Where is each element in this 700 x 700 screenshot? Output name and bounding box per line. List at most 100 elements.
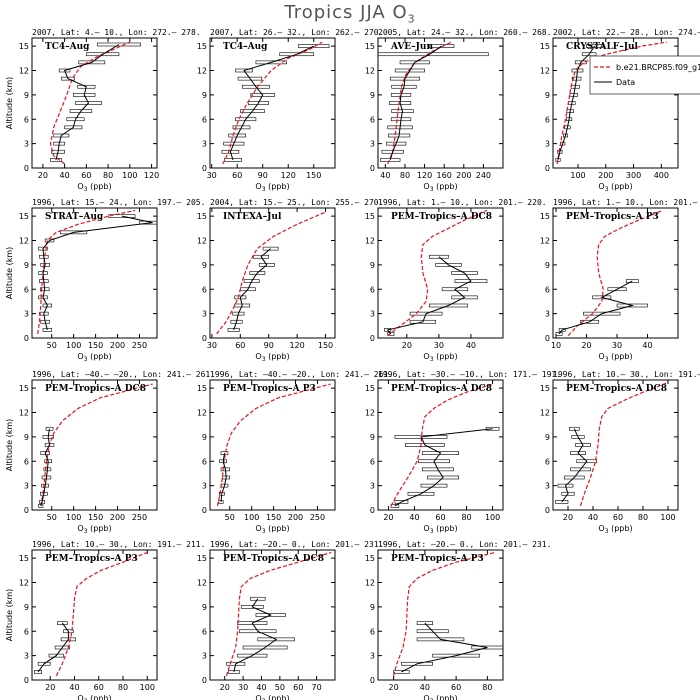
panel-15: 1996, Lat: –20.– 0., Lon: 201.– 231. 0 3 6 9… <box>365 540 552 700</box>
y-tick-label: 9 <box>202 261 207 270</box>
y-tick-label: 9 <box>24 91 29 100</box>
x-tick-label: 150 <box>88 341 103 350</box>
model-line <box>37 209 136 334</box>
y-tick-label: 3 <box>24 140 29 149</box>
y-tick-label: 6 <box>202 627 207 636</box>
y-tick-label: 3 <box>202 482 207 491</box>
data-line <box>37 622 69 673</box>
panel-10: 1996, Lat: –40.– –20., Lon: 241.– 261. 0 3… <box>197 370 393 535</box>
y-tick-label: 9 <box>370 91 375 100</box>
y-tick-label: 12 <box>197 237 207 246</box>
x-tick-label: 30 <box>207 171 217 180</box>
error-bar <box>34 670 43 674</box>
y-tick-label: 9 <box>545 91 550 100</box>
x-tick-label: 40 <box>642 341 652 350</box>
y-axis-label: Altitude (km) <box>5 247 14 299</box>
x-tick-label: 30 <box>612 341 622 350</box>
x-tick-label: 60 <box>81 171 91 180</box>
x-axis-label: O3 (ppb) <box>423 352 457 363</box>
y-tick-label: 0 <box>202 506 207 515</box>
y-tick-label: 0 <box>24 676 29 685</box>
x-tick-label: 40 <box>60 171 70 180</box>
y-tick-label: 0 <box>545 334 550 343</box>
plot-frame <box>209 37 336 169</box>
y-tick-label: 9 <box>202 91 207 100</box>
error-bar <box>583 311 621 316</box>
y-tick-label: 9 <box>545 433 550 442</box>
data-line <box>220 453 227 502</box>
x-tick-label: 40 <box>409 513 419 522</box>
plot-frame <box>552 37 679 169</box>
x-tick-label: 50 <box>275 683 285 692</box>
error-bar <box>240 109 265 113</box>
error-bar <box>227 328 240 332</box>
error-bar <box>399 60 430 65</box>
x-tick-label: 150 <box>318 341 333 350</box>
y-tick-label: 6 <box>202 285 207 294</box>
error-bar <box>298 44 330 48</box>
error-bar <box>239 629 277 634</box>
model-line <box>49 41 131 165</box>
panel-title: 2005, Lat: 24.– 32., Lon: 260.– 268. <box>378 28 551 37</box>
x-axis-label: O3 (ppb) <box>77 524 111 535</box>
x-tick-label: 150 <box>88 513 103 522</box>
x-tick-label: 100 <box>66 513 81 522</box>
plot-area <box>555 41 667 164</box>
x-tick-label: 200 <box>288 513 303 522</box>
plot-area <box>38 383 153 508</box>
y-tick-label: 12 <box>365 579 375 588</box>
error-bar <box>240 605 264 609</box>
x-tick-label: 60 <box>613 513 623 522</box>
x-tick-label: 80 <box>118 683 128 692</box>
x-tick-label: 30 <box>207 341 217 350</box>
y-tick-label: 6 <box>24 285 29 294</box>
x-tick-label: 150 <box>266 513 281 522</box>
y-tick-label: 12 <box>365 237 375 246</box>
plot-area <box>378 41 489 165</box>
y-tick-label: 15 <box>365 384 375 393</box>
y-tick-label: 3 <box>202 310 207 319</box>
x-tick-label: 300 <box>626 171 641 180</box>
y-tick-label: 3 <box>370 652 375 661</box>
model-line <box>390 383 493 507</box>
y-tick-label: 12 <box>19 409 29 418</box>
panel-label: PEM–Tropics–A P3 <box>45 554 138 564</box>
error-bar <box>558 328 566 332</box>
panel-label: STRAT–Aug <box>45 212 104 222</box>
error-bar <box>58 68 71 73</box>
panel-13: 1996, Lat: 10.– 30., Lon: 191.– 211. 0 3 6 9… <box>5 540 205 700</box>
y-tick-label: 9 <box>370 433 375 442</box>
model-line <box>556 41 667 164</box>
y-tick-label: 12 <box>540 409 550 418</box>
plot-area <box>221 41 330 165</box>
y-tick-label: 3 <box>370 310 375 319</box>
plot-area <box>393 551 503 677</box>
legend-data-label: Data <box>616 78 635 87</box>
error-bar <box>418 459 450 464</box>
legend-box <box>589 55 700 95</box>
y-tick-label: 6 <box>545 285 550 294</box>
error-bar <box>405 443 445 447</box>
x-tick-label: 150 <box>306 171 321 180</box>
y-tick-label: 6 <box>370 115 375 124</box>
plot-frame <box>552 207 679 339</box>
error-bar <box>57 621 68 625</box>
x-tick-label: 20 <box>45 683 55 692</box>
panel-title: 2002, Lat: 22.– 28., Lon: 274.– 282. <box>553 28 700 37</box>
x-tick-label: 20 <box>220 683 230 692</box>
panel-label: PEM–Tropics–A P3 <box>566 212 659 222</box>
figure-title: Tropics JJA O3 <box>284 2 416 26</box>
plot-frame <box>377 379 504 511</box>
plot-frame <box>31 379 158 511</box>
error-bar <box>586 44 604 48</box>
error-bar <box>454 279 488 283</box>
data-line <box>386 256 472 335</box>
panel-title: 1996, Lat: 15.– 24., Lon: 197.– 205. <box>32 198 205 207</box>
plot-frame <box>209 549 336 681</box>
x-axis-label: O3 (ppb) <box>598 524 632 535</box>
error-bar <box>420 483 448 488</box>
error-bar <box>232 125 251 130</box>
error-bar <box>576 459 598 464</box>
x-axis-label: O3 (ppb) <box>423 694 457 700</box>
